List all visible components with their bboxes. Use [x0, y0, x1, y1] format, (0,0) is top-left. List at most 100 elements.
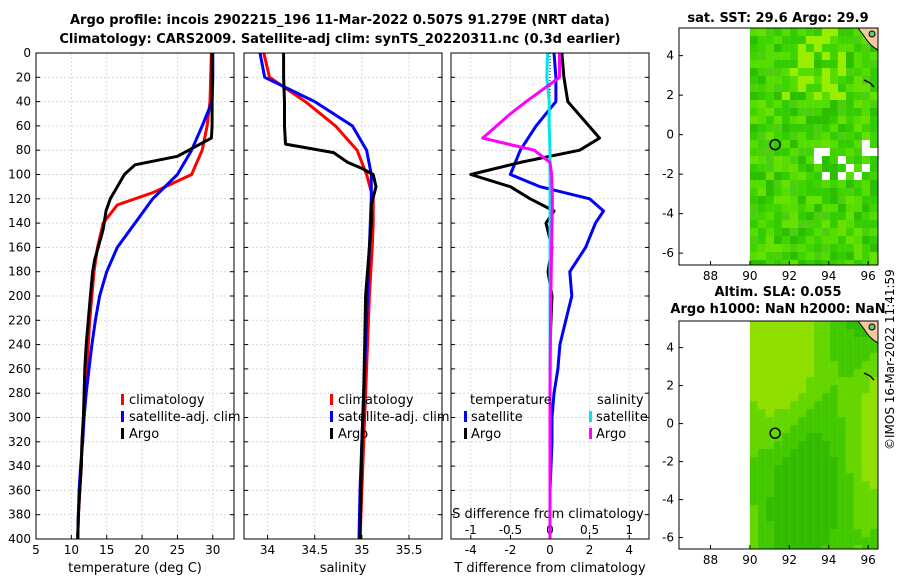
map-cell [861, 393, 870, 401]
map-cell [853, 148, 862, 156]
map-cell [861, 132, 870, 140]
top-axis-label: S difference from climatology [452, 507, 644, 522]
map-cell [773, 156, 782, 164]
map-cell [837, 68, 846, 76]
map-cell [845, 220, 854, 228]
map-cell [797, 401, 806, 409]
map-cell [765, 401, 774, 409]
map-cell [773, 321, 782, 329]
map-cell [789, 377, 798, 385]
map-ytick-label: -6 [662, 246, 674, 260]
map-cell [805, 196, 814, 204]
map-cell [749, 449, 758, 457]
map-cell [853, 545, 862, 549]
map-cell [861, 252, 870, 260]
xtick-label: 2 [586, 543, 594, 557]
map-cell [781, 473, 790, 481]
map-cell [781, 441, 790, 449]
map-cell [853, 393, 862, 401]
map-cell [797, 196, 806, 204]
map-cell [757, 497, 766, 505]
map-cell [829, 260, 838, 265]
map-cell [797, 345, 806, 353]
map-cell [837, 52, 846, 60]
map-cell [797, 52, 806, 60]
map-cell [853, 353, 862, 361]
map-cell [837, 204, 846, 212]
map-cell [773, 212, 782, 220]
map-cell [749, 76, 758, 84]
panel-frame [450, 52, 650, 540]
map-cell [845, 361, 854, 369]
map-cell [805, 220, 814, 228]
map-cell [861, 337, 870, 345]
map-cell [781, 329, 790, 337]
map-cell [805, 148, 814, 156]
map-cell [757, 441, 766, 449]
map-cell [773, 132, 782, 140]
map-cell [757, 369, 766, 377]
map-cell [749, 252, 758, 260]
sst-map-title: sat. SST: 29.6 Argo: 29.9 [687, 11, 868, 26]
x-axis-label: temperature (deg C) [68, 561, 202, 576]
map-cell [853, 425, 862, 433]
map-cell [749, 196, 758, 204]
legend-argo-swatch [330, 428, 333, 439]
map-cell [869, 84, 878, 92]
map-cell [853, 433, 862, 441]
map-cell [829, 337, 838, 345]
map-cell [869, 244, 878, 252]
ytick-label: 100 [8, 168, 31, 182]
map-cell [821, 497, 830, 505]
map-cell [797, 361, 806, 369]
map-cell [757, 220, 766, 228]
map-cell [845, 449, 854, 457]
map-cell [821, 92, 830, 100]
xtick-label: -4 [465, 543, 477, 557]
map-cell [789, 108, 798, 116]
map-cell [829, 537, 838, 545]
map-cell [757, 68, 766, 76]
map-cell [853, 84, 862, 92]
map-cell [861, 385, 870, 393]
map-cell [789, 68, 798, 76]
map-cell [853, 212, 862, 220]
map-cell [805, 92, 814, 100]
map-cell [797, 140, 806, 148]
map-cell [797, 188, 806, 196]
map-cell [861, 44, 870, 52]
ytick-label: 280 [8, 386, 31, 400]
legend-argo-swatch [121, 428, 124, 439]
map-cell [773, 36, 782, 44]
map-cell [821, 513, 830, 521]
map-cell [829, 236, 838, 244]
series-t-satellite [508, 52, 605, 539]
map-cell [781, 188, 790, 196]
map-cell [757, 100, 766, 108]
map-cell [765, 353, 774, 361]
map-cell [813, 465, 822, 473]
map-cell [821, 473, 830, 481]
legend-climatology-label: climatology [338, 393, 414, 408]
map-cell [853, 441, 862, 449]
map-cell [789, 220, 798, 228]
map-cell [821, 369, 830, 377]
map-cell [805, 116, 814, 124]
map-cell [797, 441, 806, 449]
map-cell [853, 124, 862, 132]
map-cell [773, 220, 782, 228]
timestamp-footer: ©IMOS 16-Mar-2022 11:41:59 [883, 269, 897, 450]
map-cell [821, 353, 830, 361]
map-cell [789, 449, 798, 457]
map-cell [853, 172, 862, 180]
legend-climatology-swatch [121, 394, 124, 405]
map-cell [789, 76, 798, 84]
map-cell [837, 76, 846, 84]
map-cell [749, 497, 758, 505]
map-cell [773, 68, 782, 76]
map-cell [765, 156, 774, 164]
map-cell [757, 529, 766, 537]
map-cell [845, 409, 854, 417]
map-cell [765, 116, 774, 124]
legend-satellite-swatch [330, 411, 333, 422]
